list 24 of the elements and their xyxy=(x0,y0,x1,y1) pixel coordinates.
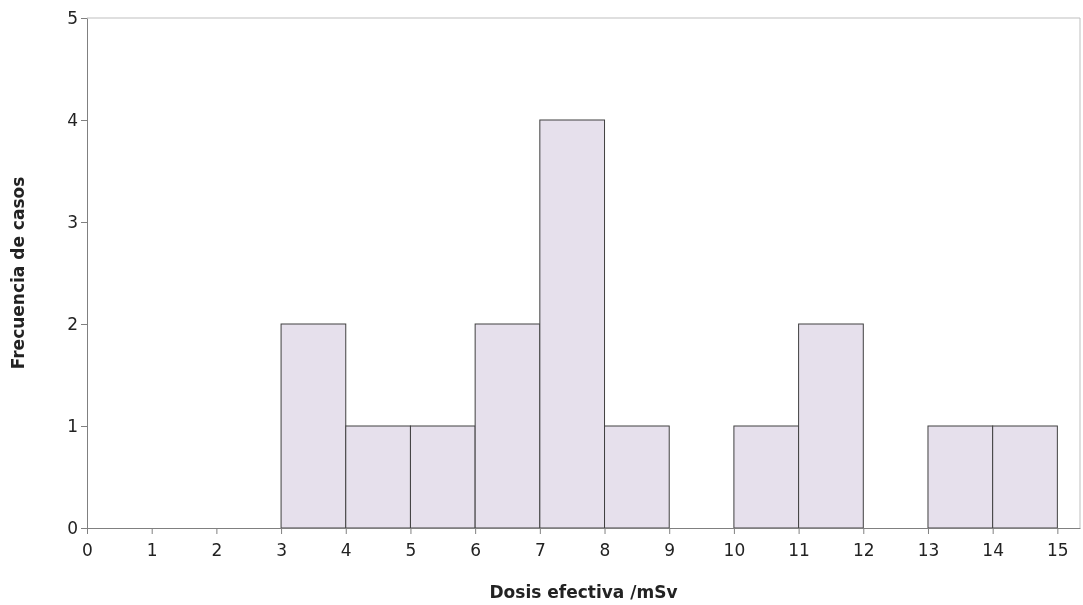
y-tick-label: 0 xyxy=(67,517,78,538)
x-tick-label: 9 xyxy=(664,539,676,560)
x-tick-label: 2 xyxy=(211,539,223,560)
x-axis-title: Dosis efectiva /mSv xyxy=(489,582,678,602)
x-tick-label: 0 xyxy=(82,539,93,560)
y-tick-label: 4 xyxy=(67,109,78,130)
y-tick-label: 3 xyxy=(67,211,78,232)
x-tick-label: 14 xyxy=(982,539,1004,560)
x-tick-label: 13 xyxy=(917,539,940,560)
x-tick-label: 12 xyxy=(852,539,875,560)
x-tick-label: 3 xyxy=(276,539,287,560)
x-tick-label: 8 xyxy=(599,539,611,560)
y-axis-title: Frecuencia de casos xyxy=(8,176,28,370)
x-tick-label: 5 xyxy=(405,539,417,560)
x-tick-label: 10 xyxy=(723,539,746,560)
x-tick-label: 6 xyxy=(470,539,482,560)
x-tick-label: 4 xyxy=(340,539,352,560)
x-tick-label: 15 xyxy=(1047,539,1069,560)
x-tick-label: 7 xyxy=(534,539,546,560)
x-tick-label: 11 xyxy=(788,539,810,560)
y-tick-label: 1 xyxy=(67,415,78,436)
y-tick-label: 2 xyxy=(67,313,78,334)
x-tick-label: 1 xyxy=(146,539,158,560)
y-tick-label: 5 xyxy=(67,7,78,28)
